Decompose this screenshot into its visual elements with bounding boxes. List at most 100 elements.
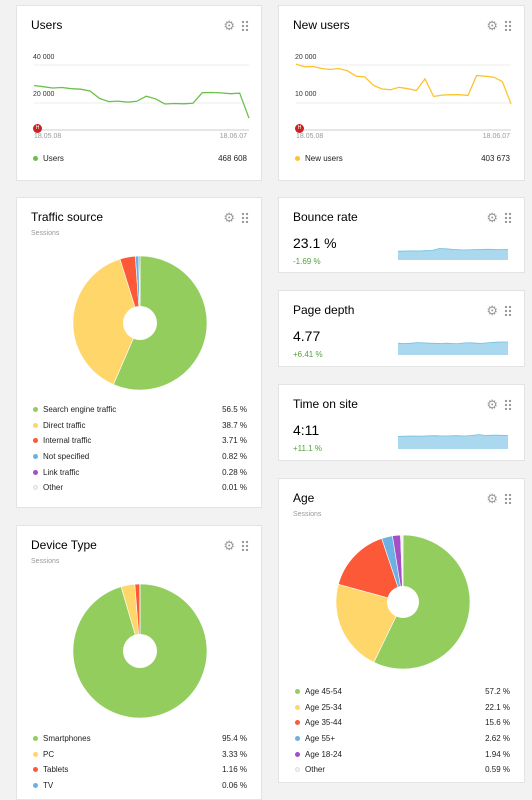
device-tools: ⚙ [223, 538, 249, 553]
legend-row[interactable]: Direct traffic 38.7 % [33, 418, 247, 434]
sparkline-line [398, 341, 508, 345]
pie-slice [373, 534, 471, 670]
legend-row[interactable]: Age 35-44 15.6 % [295, 715, 510, 731]
legend-label: Age 35-44 [305, 718, 342, 728]
legend-row[interactable]: Age 55+ 2.62 % [295, 731, 510, 747]
settings-gear-icon[interactable]: ⚙ [223, 210, 235, 225]
legend-dot [33, 469, 38, 475]
users-date-end: 18.06.07 [219, 133, 247, 140]
legend-label: TV [43, 781, 54, 791]
new-users-y-tick-top: 20 000 [295, 54, 317, 61]
settings-gear-icon[interactable]: ⚙ [486, 18, 498, 33]
legend-row[interactable]: New users 403 673 [295, 151, 510, 167]
legend-dot [33, 751, 38, 757]
drag-handle-icon[interactable] [504, 305, 512, 316]
legend-value: 22.1 % [485, 702, 510, 712]
legend-value: 3.33 % [222, 749, 247, 759]
legend-row[interactable]: Age 45-54 57.2 % [295, 684, 510, 700]
legend-row[interactable]: Not specified 0.82 % [33, 449, 247, 465]
age-subtitle: Sessions [293, 511, 322, 518]
device-title: Device Type [31, 538, 97, 552]
series-line [295, 63, 512, 105]
legend-dot [295, 689, 300, 695]
settings-gear-icon[interactable]: ⚙ [486, 303, 498, 318]
legend-dot [33, 736, 38, 742]
legend-label: Age 45-54 [305, 687, 342, 697]
legend-row[interactable]: Other 0.01 % [33, 480, 247, 496]
traffic-donut-chart [72, 255, 208, 391]
users-date-start: 18.05.08 [34, 133, 62, 140]
legend-row[interactable]: Users 468 608 [33, 151, 247, 167]
depth-delta: +6.41 % [293, 350, 323, 359]
time-title: Time on site [293, 397, 358, 411]
legend-dot [295, 704, 300, 710]
users-title: Users [31, 18, 63, 32]
legend-label: Internal traffic [43, 436, 92, 446]
new-users-tools: ⚙ [486, 18, 512, 33]
traffic-tools: ⚙ [223, 210, 249, 225]
legend-label: Not specified [43, 452, 90, 462]
drag-handle-icon[interactable] [504, 399, 512, 410]
legend-row[interactable]: TV 0.06 % [33, 778, 247, 794]
legend-value: 0.28 % [222, 467, 247, 477]
legend-label: Direct traffic [43, 420, 86, 430]
new-users-date-start: 18.05.08 [296, 133, 324, 140]
legend-label: Users [43, 154, 64, 164]
drag-handle-icon[interactable] [241, 540, 249, 551]
drag-handle-icon[interactable] [241, 212, 249, 223]
device-donut-chart [72, 583, 208, 719]
bounce-rate-card: Bounce rate ⚙ 23.1 % -1.69 % [278, 197, 525, 273]
new-users-line-chart [295, 63, 512, 131]
sparkline-line [398, 248, 508, 252]
legend-dot [33, 454, 38, 460]
legend-row[interactable]: Tablets 1.16 % [33, 762, 247, 778]
device-legend: Smartphones 95.4 % PC 3.33 % Tablets 1.16 % TV… [33, 731, 247, 793]
drag-handle-icon[interactable] [504, 212, 512, 223]
bounce-delta: -1.69 % [293, 257, 321, 266]
bounce-sparkline [398, 248, 508, 260]
legend-value: 0.82 % [222, 452, 247, 462]
time-sparkline [398, 434, 508, 449]
sparkline-line [398, 434, 508, 437]
legend-row[interactable]: Age 25-34 22.1 % [295, 700, 510, 716]
age-title: Age [293, 491, 315, 505]
legend-value: 3.71 % [222, 436, 247, 446]
holiday-marker-icon[interactable]: H [33, 124, 42, 133]
legend-dot [33, 407, 38, 413]
settings-gear-icon[interactable]: ⚙ [486, 491, 498, 506]
drag-handle-icon[interactable] [504, 493, 512, 504]
users-legend: Users 468 608 [33, 151, 247, 167]
holiday-marker-icon[interactable]: H [295, 124, 304, 133]
users-y-tick-top: 40 000 [33, 54, 55, 61]
donut-hole [387, 586, 419, 618]
users-card: Users ⚙ 40 000 20 000 H 18.05.08 18.06.0… [16, 5, 262, 181]
legend-row[interactable]: Link traffic 0.28 % [33, 464, 247, 480]
time-on-site-card: Time on site ⚙ 4:11 +11.1 % [278, 384, 525, 461]
legend-dot [33, 485, 38, 491]
traffic-legend: Search engine traffic 56.5 % Direct traffi… [33, 402, 247, 496]
settings-gear-icon[interactable]: ⚙ [223, 538, 235, 553]
age-legend: Age 45-54 57.2 % Age 25-34 22.1 % Age 35-44 1… [295, 684, 510, 778]
drag-handle-icon[interactable] [504, 20, 512, 31]
legend-label: Other [43, 483, 64, 493]
legend-row[interactable]: PC 3.33 % [33, 747, 247, 763]
users-total: 468 608 [218, 154, 247, 164]
legend-row[interactable]: Other 0.59 % [295, 762, 510, 778]
legend-row[interactable]: Smartphones 95.4 % [33, 731, 247, 747]
drag-handle-icon[interactable] [241, 20, 249, 31]
legend-value: 38.7 % [222, 420, 247, 430]
legend-value: 1.16 % [222, 765, 247, 775]
legend-label: Other [305, 765, 326, 775]
settings-gear-icon[interactable]: ⚙ [223, 18, 235, 33]
legend-dot [33, 767, 38, 773]
legend-row[interactable]: Age 18-24 1.94 % [295, 746, 510, 762]
depth-sparkline [398, 341, 508, 355]
settings-gear-icon[interactable]: ⚙ [486, 397, 498, 412]
pie-slice [335, 583, 404, 663]
legend-value: 15.6 % [485, 718, 510, 728]
legend-row[interactable]: Search engine traffic 56.5 % [33, 402, 247, 418]
legend-row[interactable]: Internal traffic 3.71 % [33, 433, 247, 449]
traffic-title: Traffic source [31, 210, 104, 224]
depth-tools: ⚙ [486, 303, 512, 318]
settings-gear-icon[interactable]: ⚙ [486, 210, 498, 225]
